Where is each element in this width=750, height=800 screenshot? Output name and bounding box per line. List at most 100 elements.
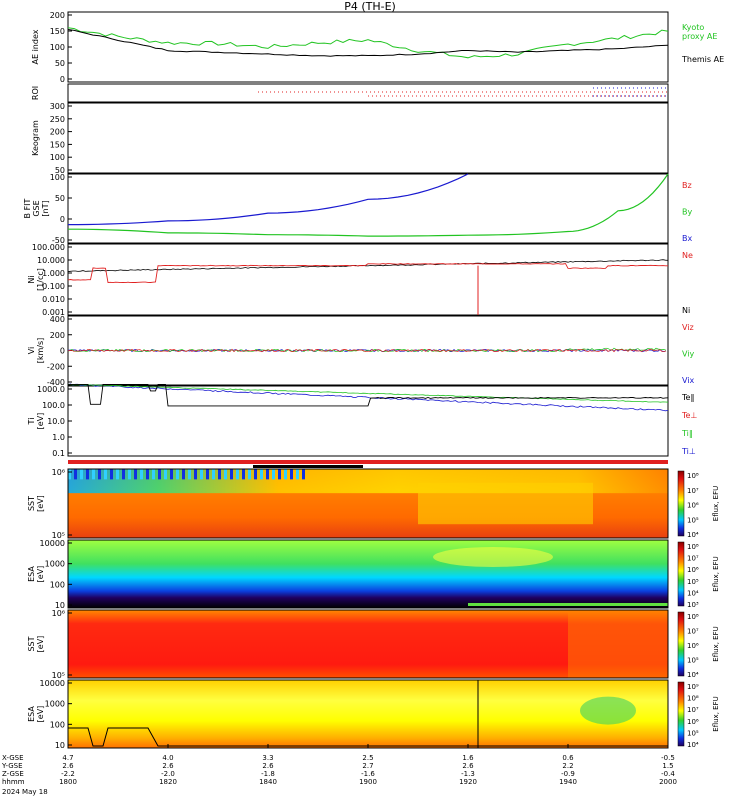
xaxis-row-label: hhmm: [2, 778, 25, 786]
ti-legend-1: Te⊥: [681, 411, 697, 420]
xgse-label: -0.5: [661, 754, 675, 762]
sst_e-ytick-label: 10⁶: [52, 609, 65, 618]
ygse-label: 2.7: [362, 762, 373, 770]
ni-ytick-label: 0.100: [42, 282, 65, 291]
ni-line: [67, 259, 669, 273]
sst_i-ytick-label: 10⁶: [52, 468, 65, 477]
te-line: [68, 383, 669, 407]
sst-ion-striation: [182, 469, 185, 480]
ne-line: [67, 263, 668, 284]
xaxis-row-label: X-GSE: [2, 754, 24, 762]
ygse-label: 1.5: [662, 762, 673, 770]
sst_i-ylabel: SST: [27, 496, 36, 511]
sst_i-cbar-tick: 10⁷: [687, 487, 699, 495]
esa_i-ytick-label: 10000: [40, 539, 65, 548]
sst-ion-striation: [296, 469, 299, 480]
sst-ion-striation: [266, 469, 269, 480]
esa_e-cbar-tick: 10⁵: [687, 729, 699, 737]
ae-legend-1: proxy AE: [682, 32, 717, 41]
esa-electron-green-blob: [580, 696, 636, 725]
sst_i-cbar-tick: 10⁶: [687, 502, 699, 510]
bfgm-legend-1: By: [682, 208, 692, 217]
bfgm-ylabel: GSE: [32, 200, 41, 216]
esa_e-cbar-tick: 10⁷: [687, 706, 699, 714]
vi-legend-1: Viy: [682, 350, 695, 359]
ni-ylabel: [1/cc]: [36, 268, 45, 291]
ti-par-line: [67, 383, 669, 403]
sst_i-colorbar: [677, 470, 685, 537]
bfgm-frame: [67, 173, 669, 244]
esa_e-ytick-label: 100: [50, 720, 65, 729]
ni-ytick-label: 1.000: [42, 269, 65, 278]
sst-ion-striation: [140, 469, 143, 480]
ni-ytick-label: 0.001: [42, 308, 65, 317]
esa_e-cbar-tick: 10⁴: [687, 741, 699, 749]
time-label: 2000: [659, 778, 677, 786]
esa-electron-black-line: [68, 727, 668, 747]
vi-ytick-label: 400: [50, 315, 65, 324]
xgse-label: 1.6: [462, 754, 474, 762]
esa_i-frame: [67, 539, 669, 609]
sst-ion-striation: [236, 469, 239, 480]
sst_i-cbar-tick: 10⁵: [687, 516, 699, 524]
date-label: 2024 May 18: [2, 788, 48, 796]
ni-ytick-label: 10.000: [37, 256, 65, 265]
sst-ion-striation: [68, 469, 71, 480]
sst_e-cbar-tick: 10⁴: [687, 671, 699, 679]
ygse-label: 2.6: [462, 762, 474, 770]
esa_i-cbar-tick: 10⁴: [687, 589, 699, 597]
ae-ytick-label: 50: [55, 59, 65, 68]
ygse-label: 2.6: [62, 762, 74, 770]
vi-ylabel: [km/s]: [36, 338, 45, 364]
sst-ion-striation: [128, 469, 131, 480]
xaxis-row-label: Z-GSE: [2, 770, 24, 778]
sst-ion-striation: [272, 469, 275, 480]
sst-ion-striation: [260, 469, 263, 480]
sst-ion-striation: [122, 469, 125, 480]
time-label: 1900: [359, 778, 377, 786]
time-label: 1800: [59, 778, 77, 786]
sst_i-frame: [67, 468, 669, 539]
ygse-label: 2.6: [262, 762, 274, 770]
zgse-label: -2.0: [161, 770, 175, 778]
sst_i-ylabel: [eV]: [36, 495, 45, 512]
keogram-ylabel: Keogram: [31, 120, 40, 156]
sst-ion-striation: [92, 469, 95, 480]
ni-ytick-label: 100.000: [32, 243, 65, 252]
esa_e-ytick-label: 10: [55, 741, 65, 750]
sst-ion-striation: [218, 469, 221, 480]
vi-ytick-label: -200: [47, 362, 65, 371]
ti-ytick-label: 100.0: [42, 401, 65, 410]
esa_i-ylabel: [eV]: [36, 566, 45, 583]
keogram-ytick-label: 300: [50, 102, 65, 111]
ae-ytick-label: 150: [50, 27, 65, 36]
ae-ytick-label: 100: [50, 43, 65, 52]
sst-ion-striation: [164, 469, 167, 480]
sst_i-ytick-label: 10⁵: [52, 531, 65, 540]
status-bar-black: [253, 465, 363, 468]
sst-ion-striation: [254, 469, 257, 480]
ti-frame: [67, 385, 669, 457]
vi-series-2: [67, 348, 667, 353]
sst-ion-striation: [176, 469, 179, 480]
sst-ion-striation: [188, 469, 191, 480]
sst-ion-striation: [98, 469, 101, 480]
bfgm-ytick-label: 50: [55, 194, 65, 203]
esa_i-cbar-tick: 10⁸: [687, 543, 699, 551]
sst_e-frame: [67, 609, 669, 679]
bfgm-ytick-label: 100: [50, 173, 65, 182]
bfgm-legend-0: Bz: [682, 181, 692, 190]
ae-series-0: [67, 27, 669, 59]
sst_i-cbar-label: Eflux, EFU: [712, 486, 720, 521]
esa_e-cbar-tick: 10⁹: [687, 683, 699, 691]
esa_i-cbar-tick: 10⁶: [687, 566, 699, 574]
sst-electron-late-region: [568, 610, 668, 678]
esa_i-cbar-tick: 10⁷: [687, 555, 699, 563]
sst_e-cbar-tick: 10⁷: [687, 628, 699, 636]
ti-legend-2: Ti‖: [681, 429, 693, 438]
esa_e-cbar-tick: 10⁸: [687, 695, 699, 703]
esa_e-colorbar: [677, 681, 685, 747]
ae-ytick-label: 0: [60, 75, 65, 84]
sst-ion-striation: [110, 469, 113, 480]
vi-ylabel: Vi: [27, 347, 36, 355]
